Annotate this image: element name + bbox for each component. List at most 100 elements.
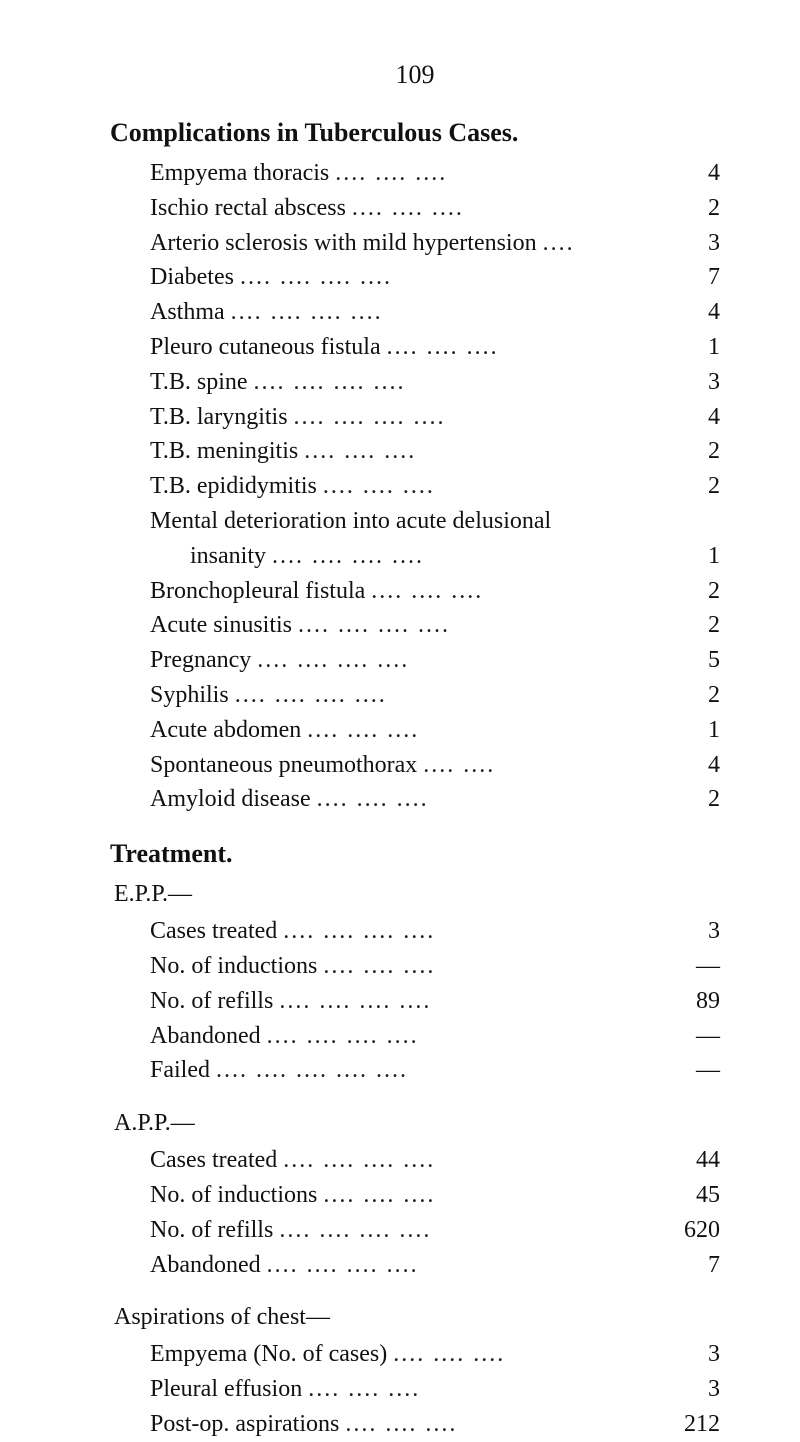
item-value: 1 [656,713,720,748]
section-heading-treatment: Treatment. [110,839,720,869]
item-value: — [656,1019,720,1054]
subheading-aspirations: Aspirations of chest— [110,1304,720,1331]
list-item: Empyema (No. of cases).... .... ....3 [110,1337,720,1372]
leader-dots: .... .... .... .... [283,914,650,949]
leader-dots: .... .... .... .... [279,984,650,1019]
list-item: No. of inductions.... .... ....— [110,949,720,984]
item-value: 4 [656,748,720,783]
list-item: Arterio sclerosis with mild hypertension… [110,226,720,261]
leader-dots: .... .... .... .... [298,608,650,643]
list-item: Acute abdomen.... .... ....1 [110,713,720,748]
epp-list: Cases treated.... .... .... ....3No. of … [110,914,720,1088]
item-value: 3 [656,1337,720,1372]
list-item: No. of refills.... .... .... ....620 [110,1213,720,1248]
item-label: Cases treated [150,1143,277,1178]
item-label: No. of inductions [150,949,317,984]
item-label: Cases treated [150,914,277,949]
item-label: Post-op. aspirations [150,1407,339,1442]
subheading-epp: E.P.P.— [110,881,720,908]
leader-dots: .... .... .... .... [231,295,650,330]
list-item: Asthma.... .... .... ....4 [110,295,720,330]
list-item: T.B. laryngitis.... .... .... ....4 [110,400,720,435]
item-value: 1 [656,539,720,574]
item-value: — [656,1053,720,1088]
item-value: 3 [656,226,720,261]
item-label: Diabetes [150,260,234,295]
leader-dots: .... .... .... [323,1178,650,1213]
item-value: 89 [656,984,720,1019]
list-item: Cases treated.... .... .... ....44 [110,1143,720,1178]
item-value: 2 [656,782,720,817]
item-label: Empyema thoracis [150,156,329,191]
list-item: Pregnancy.... .... .... ....5 [110,643,720,678]
item-value: 4 [656,295,720,330]
leader-dots: .... .... .... [352,191,650,226]
list-item: insanity.... .... .... ....1 [110,539,720,574]
item-value: 4 [656,156,720,191]
item-label: Pleural effusion [150,1372,302,1407]
leader-dots: .... .... [423,748,650,783]
leader-dots: .... .... .... [345,1407,650,1442]
list-item: Failed.... .... .... .... ....— [110,1053,720,1088]
list-item: Bronchopleural fistula.... .... ....2 [110,574,720,609]
subheading-app: A.P.P.— [110,1110,720,1137]
item-label: T.B. meningitis [150,434,298,469]
leader-dots: .... .... .... .... [283,1143,650,1178]
leader-dots: .... .... .... .... [267,1248,650,1283]
item-value: 5 [656,643,720,678]
app-list: Cases treated.... .... .... ....44No. of… [110,1143,720,1282]
item-value: 2 [656,469,720,504]
item-label: Asthma [150,295,225,330]
list-item: No. of inductions.... .... ....45 [110,1178,720,1213]
item-value: 7 [656,1248,720,1283]
item-value: 2 [656,608,720,643]
list-item: Amyloid disease.... .... ....2 [110,782,720,817]
leader-dots: .... .... .... .... [257,643,650,678]
item-value: 2 [656,574,720,609]
leader-dots: .... .... .... .... [267,1019,650,1054]
item-label: Mental deterioration into acute delusion… [150,504,551,539]
item-label: T.B. spine [150,365,248,400]
page: 109 Complications in Tuberculous Cases. … [0,0,800,1392]
item-label: Abandoned [150,1019,261,1054]
item-value: 44 [656,1143,720,1178]
item-value: 3 [656,1372,720,1407]
list-item: No. of refills.... .... .... ....89 [110,984,720,1019]
list-item: Empyema thoracis.... .... ....4 [110,156,720,191]
aspirations-list: Empyema (No. of cases).... .... ....3Ple… [110,1337,720,1441]
item-value: 7 [656,260,720,295]
list-item: Diabetes.... .... .... ....7 [110,260,720,295]
leader-dots: .... .... .... [335,156,650,191]
section-heading-complications: Complications in Tuberculous Cases. [110,118,720,148]
list-item: Mental deterioration into acute delusion… [110,504,720,539]
leader-dots: .... .... .... .... [254,365,650,400]
complications-list: Empyema thoracis.... .... ....4Ischio re… [110,156,720,817]
item-label: Syphilis [150,678,229,713]
list-item: Abandoned.... .... .... ....— [110,1019,720,1054]
list-item: Ischio rectal abscess.... .... ....2 [110,191,720,226]
leader-dots: .... [543,226,650,261]
item-label: Arterio sclerosis with mild hypertension [150,226,537,261]
list-item: Acute sinusitis.... .... .... ....2 [110,608,720,643]
leader-dots: .... .... .... [323,469,650,504]
item-label: Failed [150,1053,210,1088]
item-label: Abandoned [150,1248,261,1283]
list-item: Syphilis.... .... .... ....2 [110,678,720,713]
item-value: 3 [656,365,720,400]
leader-dots: .... .... .... .... [235,678,650,713]
list-item: T.B. epididymitis.... .... ....2 [110,469,720,504]
leader-dots: .... .... .... .... [240,260,650,295]
item-label: No. of inductions [150,1178,317,1213]
item-label: insanity [190,539,266,574]
item-label: T.B. epididymitis [150,469,317,504]
item-label: Ischio rectal abscess [150,191,346,226]
leader-dots: .... .... .... [308,1372,650,1407]
leader-dots: .... .... .... .... [294,400,650,435]
leader-dots: .... .... .... [371,574,650,609]
leader-dots: .... .... .... [307,713,650,748]
item-label: Empyema (No. of cases) [150,1337,387,1372]
item-label: Pregnancy [150,643,251,678]
leader-dots: .... .... .... [317,782,650,817]
item-value: 620 [656,1213,720,1248]
item-value: 4 [656,400,720,435]
